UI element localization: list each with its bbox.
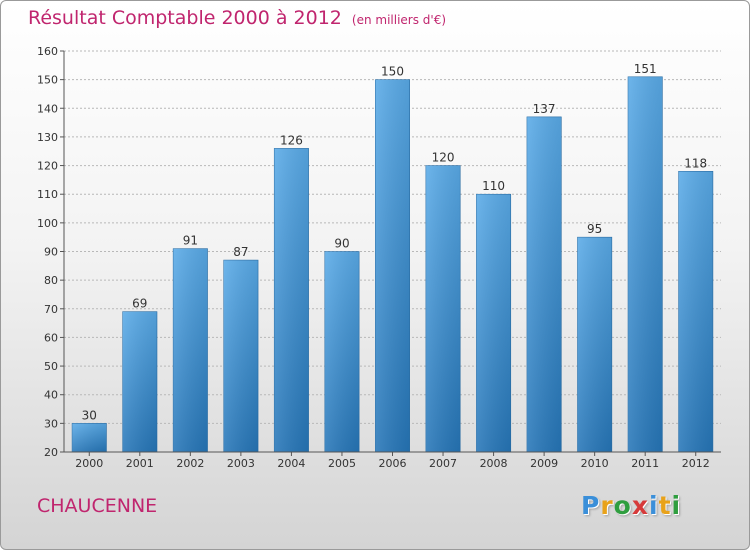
y-tick-label: 20: [44, 446, 58, 459]
data-label: 87: [233, 245, 248, 259]
bar-shine: [476, 194, 511, 452]
logo-letter: i: [649, 491, 659, 520]
y-tick-label: 80: [44, 274, 58, 287]
x-tick-label: 2008: [480, 457, 508, 470]
y-tick-label: 130: [37, 131, 58, 144]
y-tick-label: 30: [44, 417, 58, 430]
y-tick-label: 110: [37, 188, 58, 201]
x-tick-label: 2011: [631, 457, 659, 470]
bar-shine: [274, 148, 309, 452]
place-name: CHAUCENNE: [37, 495, 158, 517]
data-label: 118: [684, 156, 707, 170]
x-tick-label: 2005: [328, 457, 356, 470]
data-label: 151: [634, 62, 657, 76]
x-tick-label: 2006: [379, 457, 407, 470]
x-tick-label: 2010: [581, 457, 609, 470]
y-tick-label: 50: [44, 360, 58, 373]
y-tick-label: 140: [37, 102, 58, 115]
data-label: 110: [482, 179, 505, 193]
logo-letter: r: [600, 491, 614, 520]
x-tick-label: 2007: [429, 457, 457, 470]
x-tick-label: 2002: [176, 457, 204, 470]
logo-letter: o: [613, 491, 632, 520]
data-label: 95: [587, 222, 602, 236]
data-label: 137: [533, 102, 556, 116]
x-tick-label: 2000: [75, 457, 103, 470]
x-tick-label: 2012: [682, 457, 710, 470]
chart-title-text: Résultat Comptable 2000 à 2012: [28, 7, 342, 29]
proxiti-logo[interactable]: Proxiti: [581, 491, 681, 520]
bar-shine: [628, 76, 663, 453]
data-label: 91: [183, 234, 198, 248]
axis-layer: 20 30 40 50 60 70 80 90 100 110 120 130 140 150 160 200…: [37, 45, 721, 470]
bar-shine: [122, 311, 157, 452]
bar-layer: 30 69 91 87 126 90 150 120 110 137 95 151 118: [71, 62, 714, 453]
data-label: 126: [280, 133, 303, 147]
x-tick-label: 2001: [126, 457, 154, 470]
bar-shine: [173, 248, 208, 452]
bar-shine: [577, 237, 612, 452]
y-tick-label: 40: [44, 389, 58, 402]
y-tick-label: 60: [44, 331, 58, 344]
data-label: 90: [334, 237, 349, 251]
data-label: 30: [82, 408, 97, 422]
y-tick-label: 90: [44, 246, 58, 259]
chart-subtitle: (en milliers d'€): [351, 13, 447, 27]
x-tick-label: 2003: [227, 457, 255, 470]
chart-title: Résultat Comptable 2000 à 2012 (en millie…: [28, 7, 446, 29]
bar-shine: [223, 260, 259, 452]
y-tick-label: 160: [37, 45, 58, 58]
logo-letter: P: [581, 491, 601, 520]
x-tick-label: 2004: [277, 457, 305, 470]
y-tick-label: 120: [37, 160, 58, 173]
data-label: 120: [432, 151, 455, 165]
logo-letter: x: [631, 491, 649, 520]
y-tick-label: 70: [44, 303, 58, 316]
logo-letter: t: [658, 491, 672, 520]
bar-shine: [425, 165, 461, 453]
bar-shine: [678, 171, 713, 453]
data-label: 69: [132, 297, 147, 311]
x-tick-label: 2009: [530, 457, 558, 470]
bar-shine: [375, 79, 410, 453]
y-tick-label: 150: [37, 74, 58, 87]
bar-shine: [324, 251, 360, 452]
bar-shine: [526, 116, 562, 452]
data-label: 150: [381, 65, 404, 79]
y-tick-label: 100: [37, 217, 58, 230]
logo-letter: i: [671, 491, 682, 520]
bar-shine: [72, 423, 107, 452]
